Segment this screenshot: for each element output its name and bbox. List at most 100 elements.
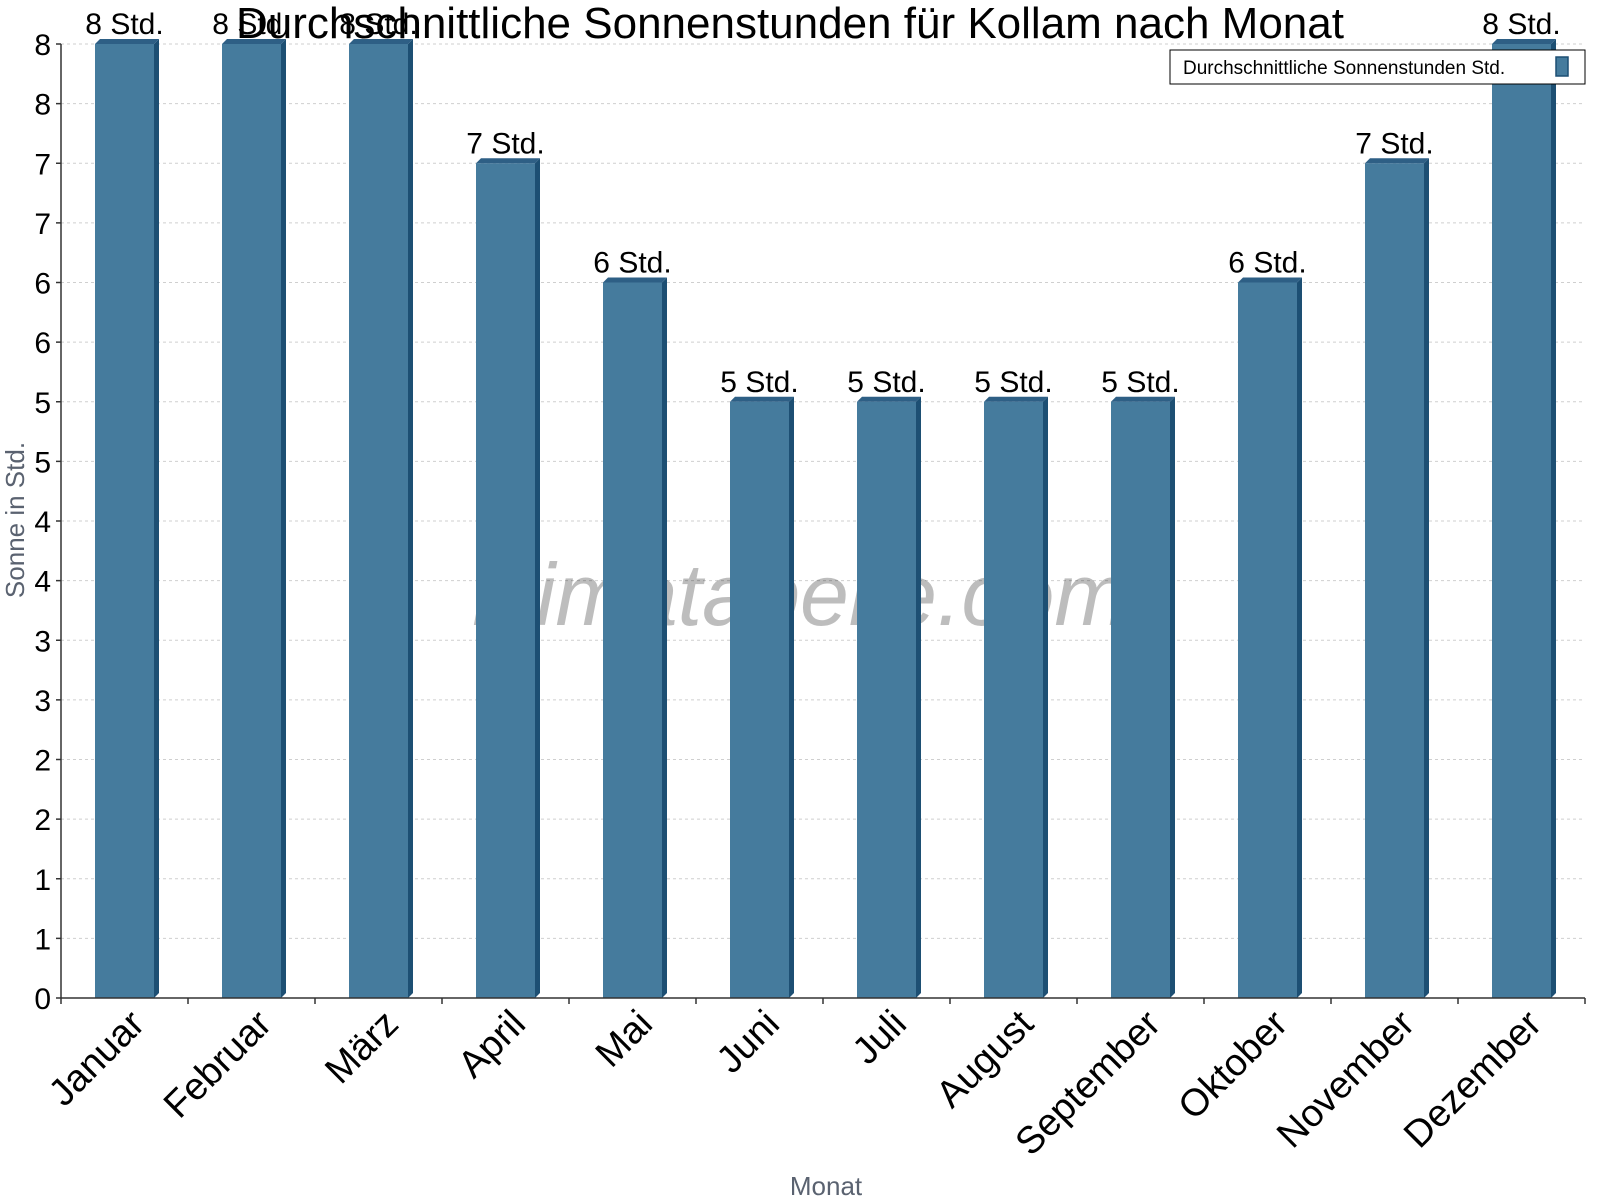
data-label-layer: 8 Std. 8 Std. 8 Std. 7 Std. 6 Std. 5 Std. 5 St…: [85, 8, 1560, 399]
bar: [95, 39, 159, 998]
bar: [603, 277, 667, 998]
data-label: 8 Std.: [212, 8, 290, 41]
x-tick-label: April: [450, 1003, 533, 1086]
bar-side: [1551, 39, 1556, 998]
bar: [857, 396, 921, 998]
bar-side: [916, 396, 921, 998]
chart-title: Durchschnittliche Sonnenstunden für Koll…: [236, 0, 1344, 48]
bar-side: [1424, 158, 1429, 998]
x-tick-label: Januar: [41, 1002, 153, 1114]
legend: Durchschnittliche Sonnenstunden Std.: [1169, 49, 1586, 85]
bar-front: [222, 44, 281, 998]
x-tick-label: Februar: [156, 1002, 280, 1126]
x-tick-label: Juli: [845, 1003, 915, 1073]
legend-label: Durchschnittliche Sonnenstunden Std.: [1183, 58, 1505, 79]
y-axis-title: Sonne in Std.: [0, 442, 30, 598]
bar-side: [535, 158, 540, 998]
data-label: 6 Std.: [593, 247, 671, 280]
bar-top: [476, 158, 540, 164]
bar-top: [984, 396, 1048, 402]
y-tick-label: 6: [34, 268, 51, 301]
y-tick-label: 2: [34, 745, 51, 778]
bar-front: [730, 401, 789, 998]
data-label: 8 Std.: [1482, 8, 1560, 41]
legend-box: [1169, 49, 1586, 85]
data-label: 5 Std.: [720, 366, 798, 399]
data-label: 7 Std.: [466, 127, 544, 160]
bar-top: [349, 39, 413, 44]
y-tick-label: 1: [34, 864, 51, 897]
data-label: 8 Std.: [339, 8, 417, 41]
y-tick-label: 7: [34, 208, 51, 241]
bar-top: [857, 396, 921, 402]
bar: [476, 158, 540, 998]
bar: [349, 39, 413, 998]
y-tick-label: 5: [34, 446, 51, 479]
data-label: 6 Std.: [1228, 247, 1306, 280]
x-tick-label: Mai: [588, 1003, 661, 1076]
bar-front: [349, 44, 408, 998]
bar-top: [1492, 39, 1556, 44]
legend-swatch: [1555, 56, 1569, 77]
bar-front: [95, 44, 154, 998]
bar-front: [1492, 44, 1551, 998]
y-tick-label: 8: [34, 89, 51, 122]
x-tick-label: Juni: [709, 1003, 788, 1082]
bar-side: [408, 39, 413, 998]
x-tick-label: August: [929, 1002, 1043, 1116]
bar-top: [222, 39, 286, 44]
bar-front: [476, 163, 535, 998]
bar-top: [603, 277, 667, 283]
bar: [730, 396, 794, 998]
grid-layer: [61, 43, 1585, 939]
y-tick-label: 7: [34, 148, 51, 181]
bar-front: [1111, 401, 1170, 998]
bar-front: [984, 401, 1043, 998]
bar-top: [95, 39, 159, 44]
y-tick-label: 4: [34, 566, 51, 599]
x-axis-title: Monat: [790, 1171, 863, 1200]
x-tick-label: November: [1269, 1002, 1423, 1156]
bar-top: [1365, 158, 1429, 164]
bar-top: [1238, 277, 1302, 283]
bar-front: [1238, 282, 1297, 998]
bar: [984, 396, 1048, 998]
y-tick-label: 3: [34, 625, 51, 658]
y-tick-label: 3: [34, 685, 51, 718]
bar-front: [603, 282, 662, 998]
x-tick-label: März: [317, 1003, 406, 1092]
y-tick-label: 0: [34, 983, 51, 1016]
bar-top: [1111, 396, 1175, 402]
y-tick-label: 6: [34, 327, 51, 360]
bar: [1492, 39, 1556, 998]
bar: [222, 39, 286, 998]
bar-side: [1297, 277, 1302, 998]
bar-front: [1365, 163, 1424, 998]
y-tick-label: 2: [34, 804, 51, 837]
data-label: 8 Std.: [85, 8, 163, 41]
data-label: 7 Std.: [1355, 127, 1433, 160]
bar-side: [281, 39, 286, 998]
y-tick-label: 5: [34, 387, 51, 420]
bar: [1111, 396, 1175, 998]
y-tick-label: 1: [34, 923, 51, 956]
bar-front: [857, 401, 916, 998]
bar-side: [1043, 396, 1048, 998]
data-label: 5 Std.: [974, 366, 1052, 399]
x-tick-label: Oktober: [1171, 1002, 1297, 1128]
bar-side: [789, 396, 794, 998]
bar-side: [662, 277, 667, 998]
bar-side: [1170, 396, 1175, 998]
data-label: 5 Std.: [1101, 366, 1179, 399]
y-tick-label: 8: [34, 29, 51, 62]
bar-layer: [95, 39, 1556, 998]
x-tick-label: Dezember: [1396, 1002, 1550, 1156]
bar: [1365, 158, 1429, 998]
bar-side: [154, 39, 159, 998]
y-tick-label: 4: [34, 506, 51, 539]
bar: [1238, 277, 1302, 998]
data-label: 5 Std.: [847, 366, 925, 399]
bar-top: [730, 396, 794, 402]
